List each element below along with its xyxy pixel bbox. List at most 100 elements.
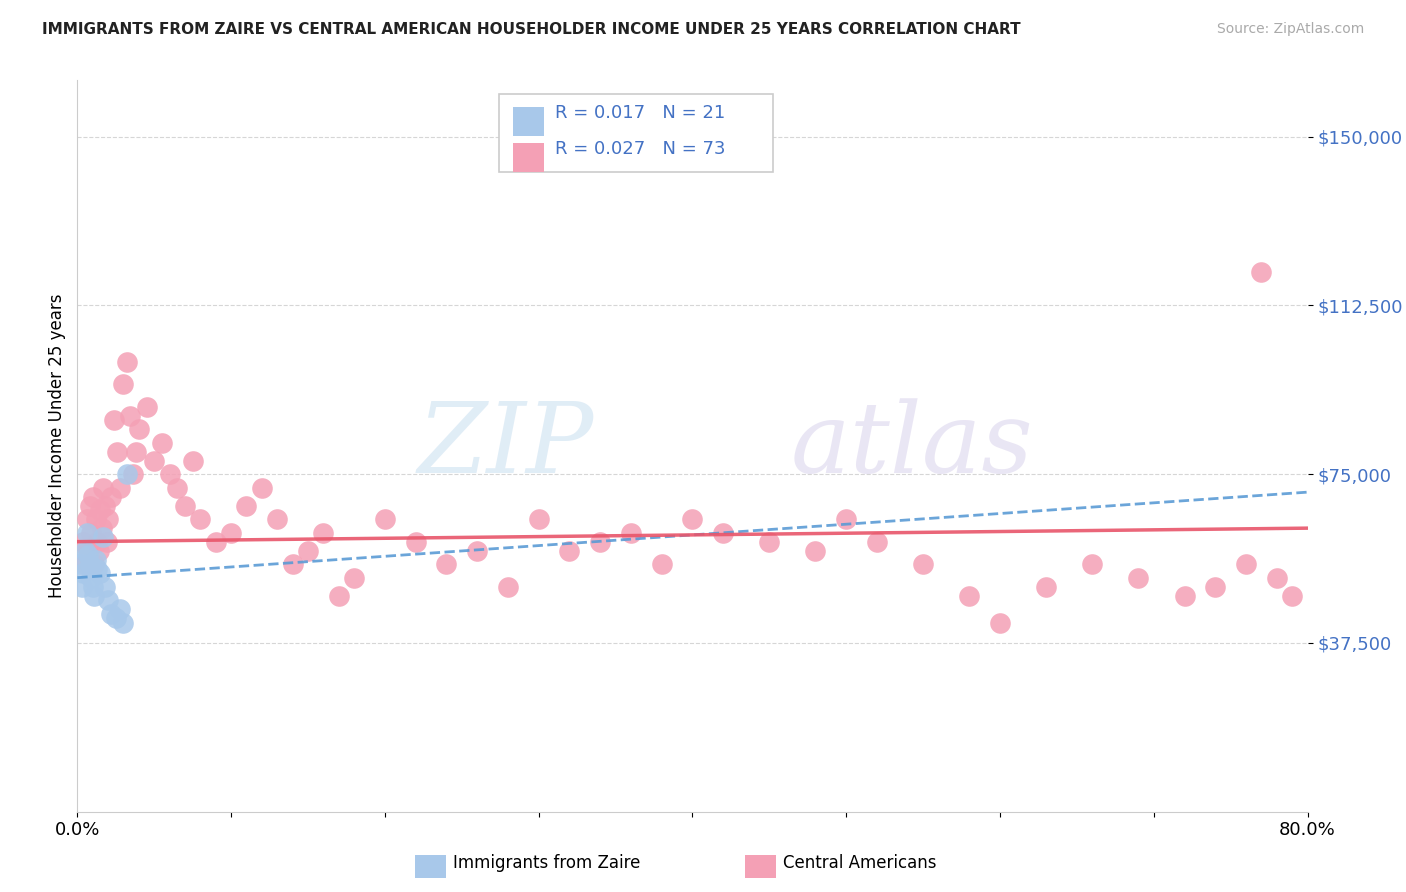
Point bbox=[89, 566, 111, 581]
Point bbox=[103, 413, 125, 427]
Point bbox=[436, 557, 458, 571]
Point bbox=[79, 499, 101, 513]
Text: Immigrants from Zaire: Immigrants from Zaire bbox=[453, 855, 640, 872]
Point bbox=[97, 593, 120, 607]
Point bbox=[405, 534, 427, 549]
Point bbox=[86, 562, 108, 576]
Text: atlas: atlas bbox=[792, 399, 1033, 493]
Point bbox=[1281, 589, 1303, 603]
Point bbox=[135, 400, 157, 414]
Point bbox=[77, 543, 100, 558]
Point bbox=[866, 534, 889, 549]
Point bbox=[143, 453, 166, 467]
Point bbox=[73, 543, 96, 558]
Point bbox=[110, 481, 132, 495]
Point bbox=[90, 521, 114, 535]
Point bbox=[328, 589, 350, 603]
Point bbox=[112, 377, 135, 392]
Point bbox=[100, 490, 122, 504]
Y-axis label: Householder Income Under 25 years: Householder Income Under 25 years bbox=[48, 293, 66, 599]
Point bbox=[957, 589, 980, 603]
Point bbox=[110, 602, 132, 616]
Point bbox=[174, 499, 197, 513]
Point bbox=[80, 571, 103, 585]
Point bbox=[84, 552, 107, 566]
Point bbox=[104, 611, 127, 625]
Point bbox=[558, 543, 581, 558]
Point bbox=[159, 467, 181, 482]
Point bbox=[76, 525, 98, 540]
Point bbox=[73, 557, 96, 571]
Point bbox=[86, 534, 108, 549]
Point bbox=[188, 512, 212, 526]
Point bbox=[758, 534, 780, 549]
Point bbox=[77, 548, 100, 562]
Point bbox=[72, 566, 94, 581]
Point bbox=[82, 490, 104, 504]
Point bbox=[69, 557, 91, 571]
Point bbox=[1265, 571, 1288, 585]
Point bbox=[496, 580, 519, 594]
Point bbox=[93, 481, 115, 495]
Point bbox=[94, 499, 117, 513]
Point bbox=[72, 534, 94, 549]
Point bbox=[125, 444, 148, 458]
Point bbox=[97, 512, 120, 526]
Text: Source: ZipAtlas.com: Source: ZipAtlas.com bbox=[1216, 22, 1364, 37]
Point bbox=[219, 525, 242, 540]
Point bbox=[87, 543, 110, 558]
Text: R = 0.017   N = 21: R = 0.017 N = 21 bbox=[555, 104, 725, 122]
Point bbox=[835, 512, 858, 526]
Point bbox=[89, 503, 111, 517]
Point bbox=[105, 444, 128, 458]
Point bbox=[115, 467, 138, 482]
Point bbox=[312, 525, 335, 540]
Point bbox=[166, 481, 188, 495]
Text: ZIP: ZIP bbox=[418, 399, 595, 493]
Point bbox=[374, 512, 396, 526]
Point bbox=[83, 589, 105, 603]
Point bbox=[1128, 571, 1150, 585]
Point bbox=[1035, 580, 1057, 594]
Point bbox=[70, 580, 93, 594]
Point bbox=[121, 467, 143, 482]
Point bbox=[181, 453, 204, 467]
Point bbox=[235, 499, 257, 513]
Point bbox=[100, 607, 122, 621]
Point bbox=[83, 557, 105, 571]
Point bbox=[589, 534, 612, 549]
Point bbox=[115, 354, 138, 368]
Point bbox=[118, 409, 141, 423]
Point bbox=[250, 481, 273, 495]
Point bbox=[651, 557, 673, 571]
Point bbox=[988, 615, 1011, 630]
Text: Central Americans: Central Americans bbox=[783, 855, 936, 872]
Text: IMMIGRANTS FROM ZAIRE VS CENTRAL AMERICAN HOUSEHOLDER INCOME UNDER 25 YEARS CORR: IMMIGRANTS FROM ZAIRE VS CENTRAL AMERICA… bbox=[42, 22, 1021, 37]
Point bbox=[112, 615, 135, 630]
Point bbox=[93, 530, 115, 544]
Point bbox=[804, 543, 827, 558]
Point bbox=[1234, 557, 1257, 571]
Point bbox=[79, 557, 101, 571]
Point bbox=[912, 557, 935, 571]
Point bbox=[82, 580, 104, 594]
Point bbox=[343, 571, 366, 585]
Point bbox=[1174, 589, 1197, 603]
Point bbox=[297, 543, 319, 558]
Point bbox=[527, 512, 550, 526]
Point bbox=[711, 525, 734, 540]
Point bbox=[96, 534, 118, 549]
Point bbox=[620, 525, 643, 540]
Point bbox=[76, 512, 98, 526]
Point bbox=[465, 543, 488, 558]
Point bbox=[1204, 580, 1226, 594]
Text: R = 0.027   N = 73: R = 0.027 N = 73 bbox=[555, 140, 725, 158]
Point bbox=[266, 512, 288, 526]
Point bbox=[204, 534, 226, 549]
Point bbox=[1250, 264, 1272, 278]
Point bbox=[281, 557, 304, 571]
Point bbox=[84, 512, 107, 526]
Point bbox=[128, 422, 150, 436]
Point bbox=[94, 580, 117, 594]
Point bbox=[1081, 557, 1104, 571]
